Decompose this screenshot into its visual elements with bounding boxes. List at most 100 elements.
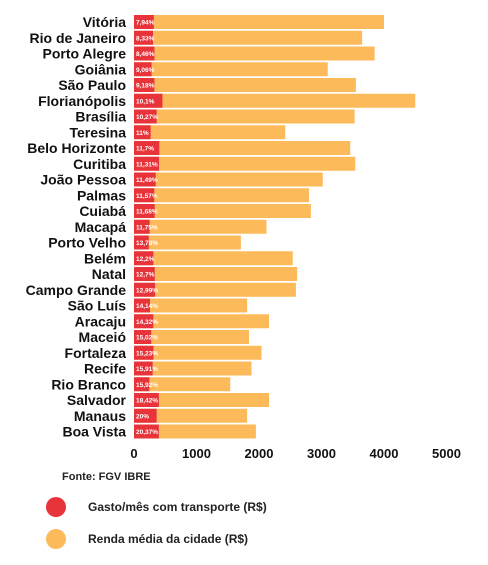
income-bar [134, 267, 298, 281]
transport-percent-label: 8,33% [136, 35, 155, 42]
x-tick-label: 0 [130, 446, 137, 461]
income-bar [134, 235, 241, 250]
transport-bar [134, 62, 152, 77]
transport-bar [134, 172, 156, 187]
transport-percent-label: 12,2% [136, 256, 155, 263]
category-label: Natal [92, 266, 126, 282]
category-label: Cuiabá [79, 203, 126, 219]
transport-bar [134, 314, 154, 329]
transport-percent-label: 9,06% [136, 67, 155, 74]
transport-bar [134, 219, 150, 234]
transport-bar [134, 109, 157, 124]
category-label: Aracaju [75, 313, 126, 329]
category-label: Campo Grande [26, 282, 127, 298]
category-label: Vitória [83, 14, 127, 30]
transport-bar [134, 204, 155, 218]
category-label: Manaus [74, 408, 126, 424]
income-bar [134, 361, 252, 376]
transport-bar [134, 125, 151, 140]
transport-bar [134, 298, 150, 313]
x-tick-label: 3000 [307, 446, 336, 461]
income-bar [134, 141, 351, 155]
transport-percent-label: 15,23% [136, 350, 158, 357]
transport-bar [134, 251, 154, 266]
income-bar [134, 314, 269, 329]
transport-percent-label: 14,14% [136, 303, 158, 310]
transport-bar [134, 156, 159, 171]
income-bar [134, 125, 286, 140]
category-label: Brasília [75, 109, 126, 125]
category-label: Recife [84, 361, 126, 377]
transport-percent-label: 15,91% [136, 366, 158, 373]
transport-percent-label: 11,68% [136, 209, 158, 216]
transport-bar [134, 46, 155, 61]
category-label: Porto Velho [48, 235, 126, 251]
transport-bar [134, 235, 149, 250]
income-bar [134, 204, 311, 218]
transport-percent-label: 11,7% [136, 146, 154, 153]
income-bar [134, 298, 248, 313]
income-bar [134, 393, 269, 407]
x-tick-label: 5000 [432, 446, 461, 461]
x-tick-label: 2000 [245, 446, 274, 461]
transport-bar [134, 377, 150, 392]
transport-percent-label: 20,37% [136, 429, 158, 436]
bar-chart: 7,94% Vitória 8,33% Rio de Janeiro 8,46% Port… [26, 14, 461, 461]
income-bar [134, 282, 296, 297]
transport-bar [134, 188, 155, 203]
transport-bar [134, 30, 153, 45]
category-label: Rio de Janeiro [30, 30, 126, 46]
category-label: João Pessoa [40, 172, 126, 188]
transport-percent-label: 18,42% [136, 398, 158, 405]
transport-percent-label: 11% [136, 130, 149, 137]
category-label: Maceió [79, 329, 126, 345]
income-bar [134, 188, 309, 203]
transport-bar [134, 345, 154, 360]
transport-bar [134, 408, 157, 423]
legend-label-income: Renda média da cidade (R$) [88, 532, 249, 546]
transport-bar [134, 282, 156, 297]
category-label: Belo Horizonte [27, 140, 126, 156]
source-note: Fonte: FGV IBRE [62, 471, 151, 483]
income-bar [134, 424, 256, 439]
transport-bar [134, 393, 159, 407]
transport-bar [134, 330, 152, 344]
income-bar [134, 156, 356, 171]
category-label: Curitiba [73, 156, 126, 172]
transport-percent-label: 11,31% [136, 161, 158, 168]
income-bar [134, 377, 231, 392]
transport-percent-label: 8,46% [136, 51, 155, 58]
income-bar [134, 345, 262, 360]
transport-bar [134, 15, 154, 29]
transport-bar [134, 141, 160, 155]
category-label: Florianópolis [38, 93, 126, 109]
legend-item-transport: Gasto/mês com transporte (R$) [46, 496, 267, 518]
category-label: Fortaleza [65, 345, 127, 361]
transport-percent-label: 20% [136, 413, 149, 420]
category-label: Belém [84, 250, 126, 266]
category-label: Macapá [75, 219, 127, 235]
transport-percent-label: 11,75% [136, 224, 158, 231]
transport-percent-label: 10,27% [136, 114, 158, 121]
transport-bar [134, 361, 153, 376]
income-bar [134, 251, 293, 266]
income-bar [134, 172, 323, 187]
transport-percent-label: 10,1% [136, 98, 155, 105]
income-bar [134, 219, 267, 234]
transport-percent-label: 12,7% [136, 272, 155, 279]
category-label: Porto Alegre [43, 46, 127, 62]
transport-bar [134, 93, 163, 108]
category-label: Boa Vista [62, 424, 126, 440]
legend-label-transport: Gasto/mês com transporte (R$) [88, 500, 267, 514]
income-bar [134, 93, 416, 108]
income-bar [134, 330, 249, 344]
category-label: São Paulo [58, 77, 126, 93]
transport-bar [134, 424, 159, 439]
transport-percent-label: 11,57% [136, 193, 158, 200]
income-bar [134, 30, 363, 45]
transport-bar [134, 78, 155, 92]
transport-bar [134, 267, 155, 281]
income-bar [134, 46, 375, 61]
transport-percent-label: 15,92% [136, 382, 158, 389]
category-label: Palmas [77, 187, 126, 203]
